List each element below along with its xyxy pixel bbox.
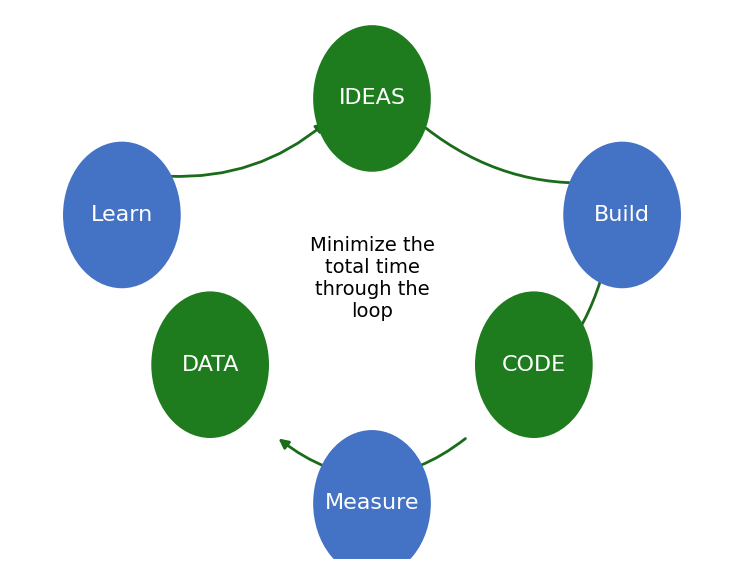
FancyArrowPatch shape [509, 257, 607, 406]
Text: Minimize the
total time
through the
loop: Minimize the total time through the loop [310, 236, 434, 321]
FancyArrowPatch shape [426, 128, 602, 186]
Ellipse shape [475, 292, 593, 438]
Text: Measure: Measure [324, 493, 420, 513]
Ellipse shape [313, 25, 431, 172]
Text: Learn: Learn [91, 205, 153, 225]
Text: CODE: CODE [501, 355, 566, 375]
Ellipse shape [151, 292, 269, 438]
Ellipse shape [313, 430, 431, 563]
Text: Build: Build [594, 205, 650, 225]
Text: IDEAS: IDEAS [339, 88, 405, 109]
FancyArrowPatch shape [169, 124, 324, 176]
Ellipse shape [563, 142, 681, 288]
Ellipse shape [63, 142, 181, 288]
FancyArrowPatch shape [281, 439, 466, 476]
Text: DATA: DATA [182, 355, 239, 375]
